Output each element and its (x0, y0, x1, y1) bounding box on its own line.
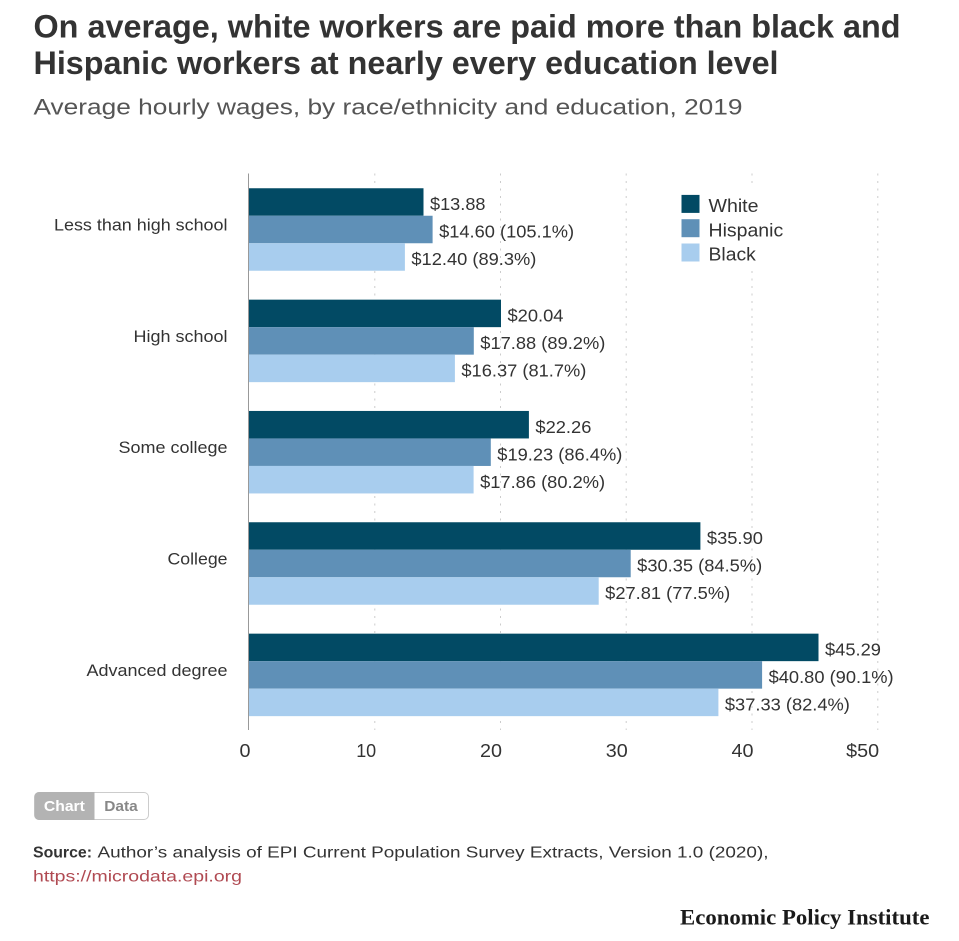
svg-text:$12.40 (89.3%): $12.40 (89.3%) (411, 249, 536, 269)
svg-text:$27.81 (77.5%): $27.81 (77.5%) (605, 583, 730, 603)
svg-text:30: 30 (606, 741, 628, 761)
svg-text:10: 10 (356, 741, 376, 761)
svg-text:Chart: Chart (44, 798, 85, 815)
svg-text:$35.90: $35.90 (707, 528, 763, 548)
svg-text:Some college: Some college (119, 438, 228, 457)
svg-text:College: College (168, 550, 228, 569)
svg-text:$30.35 (84.5%): $30.35 (84.5%) (637, 556, 762, 576)
svg-text:$50: $50 (846, 741, 879, 761)
svg-text:$14.60 (105.1%): $14.60 (105.1%) (439, 222, 574, 242)
svg-text:Average hourly wages, by race/: Average hourly wages, by race/ethnicity … (34, 95, 743, 120)
svg-text:$16.37 (81.7%): $16.37 (81.7%) (461, 361, 586, 381)
svg-text:$45.29: $45.29 (825, 640, 881, 660)
svg-text:$22.26: $22.26 (535, 417, 591, 437)
svg-text:$17.86 (80.2%): $17.86 (80.2%) (480, 472, 605, 492)
svg-text:$40.80 (90.1%): $40.80 (90.1%) (769, 667, 894, 687)
svg-text:20: 20 (480, 741, 502, 761)
svg-text:Author’s analysis of EPI Curre: Author’s analysis of EPI Current Populat… (98, 845, 769, 862)
svg-text:High school: High school (134, 327, 228, 346)
svg-text:White: White (709, 196, 759, 216)
svg-text:On average, white workers are: On average, white workers are paid more … (34, 8, 901, 44)
svg-text:Economic Policy Institute: Economic Policy Institute (680, 904, 930, 929)
svg-text:0: 0 (240, 741, 251, 761)
svg-text:Hispanic workers at nearly eve: Hispanic workers at nearly every educati… (34, 45, 779, 81)
svg-text:$20.04: $20.04 (508, 306, 564, 326)
svg-text:Black: Black (709, 245, 757, 265)
svg-text:$17.88 (89.2%): $17.88 (89.2%) (480, 333, 605, 353)
svg-text:Less than high school: Less than high school (54, 216, 228, 235)
svg-text:$13.88: $13.88 (430, 194, 486, 214)
svg-text:Data: Data (104, 798, 138, 815)
svg-text:https://microdata.epi.org: https://microdata.epi.org (33, 869, 242, 886)
svg-text:40: 40 (732, 741, 754, 761)
svg-text:$19.23 (86.4%): $19.23 (86.4%) (497, 444, 622, 464)
svg-text:$37.33 (82.4%): $37.33 (82.4%) (725, 695, 850, 715)
svg-text:Advanced degree: Advanced degree (87, 661, 228, 680)
svg-text:Hispanic: Hispanic (709, 220, 784, 240)
svg-text:Source:: Source: (33, 845, 92, 862)
